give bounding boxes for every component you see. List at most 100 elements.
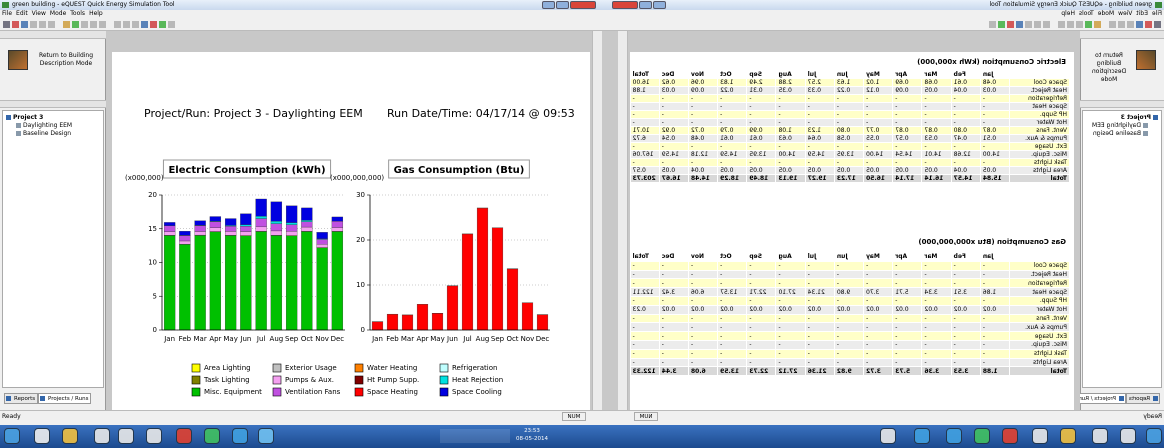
- toolbar-button[interactable]: [1094, 21, 1101, 28]
- taskbar-button[interactable]: [4, 428, 20, 444]
- tree-item[interactable]: Project 3: [13, 114, 44, 121]
- toolbar-button[interactable]: [123, 21, 130, 28]
- toolbar-button[interactable]: [1067, 21, 1074, 28]
- taskbar-button[interactable]: [1120, 428, 1136, 444]
- tab[interactable]: Projects / Runs: [1072, 393, 1126, 404]
- window-control[interactable]: [653, 1, 666, 9]
- value-cell: 0.02: [892, 305, 922, 315]
- scrollbar[interactable]: [618, 31, 628, 410]
- taskbar-button[interactable]: [94, 428, 110, 444]
- taskbar-button[interactable]: [176, 428, 192, 444]
- toolbar-button[interactable]: [39, 21, 46, 28]
- value-cell: -: [980, 110, 1010, 119]
- taskbar-button[interactable]: [146, 428, 162, 444]
- menu-item[interactable]: View: [31, 10, 46, 17]
- toolbar-button[interactable]: [132, 21, 139, 28]
- toolbar-button[interactable]: [63, 21, 70, 28]
- tree-item[interactable]: Project 3: [1120, 114, 1151, 121]
- toolbar-button[interactable]: [1109, 21, 1116, 28]
- toolbar-button[interactable]: [1016, 21, 1023, 28]
- tree-item[interactable]: Daylighting EEM: [23, 122, 73, 129]
- toolbar-button[interactable]: [989, 21, 996, 28]
- taskbar-button[interactable]: [946, 428, 962, 444]
- toolbar-button[interactable]: [150, 21, 157, 28]
- taskbar-button[interactable]: [258, 428, 274, 444]
- menu-item[interactable]: View: [1118, 10, 1133, 17]
- toolbar-button[interactable]: [1076, 21, 1083, 28]
- value-cell: -: [951, 278, 981, 288]
- taskbar-button[interactable]: [974, 428, 990, 444]
- toolbar-button[interactable]: [1127, 21, 1134, 28]
- tree-item[interactable]: Baseline Design: [23, 130, 72, 137]
- toolbar-button[interactable]: [1154, 21, 1161, 28]
- toolbar-button[interactable]: [1034, 21, 1041, 28]
- taskbar-button[interactable]: [1092, 428, 1108, 444]
- toolbar-button[interactable]: [1085, 21, 1092, 28]
- menu-item[interactable]: Edit: [16, 10, 28, 17]
- toolbar-button[interactable]: [1025, 21, 1032, 28]
- menu-item[interactable]: File: [2, 10, 13, 17]
- menu-item[interactable]: File: [1151, 10, 1162, 17]
- toolbar-button[interactable]: [99, 21, 106, 28]
- toolbar-button[interactable]: [998, 21, 1005, 28]
- menu-item[interactable]: Tools: [70, 10, 86, 17]
- value-cell: -: [717, 331, 747, 341]
- taskbar-button[interactable]: [914, 428, 930, 444]
- toolbar-button[interactable]: [1136, 21, 1143, 28]
- value-cell: 13.95: [834, 150, 864, 159]
- bar-segment: [270, 230, 283, 236]
- toolbar-button[interactable]: [48, 21, 55, 28]
- bar-segment: [285, 231, 298, 236]
- taskbar-button[interactable]: [118, 428, 134, 444]
- taskbar-button[interactable]: [62, 428, 78, 444]
- value-cell: 9.82: [834, 366, 864, 376]
- toolbar-button[interactable]: [3, 21, 10, 28]
- toolbar-button[interactable]: [1043, 21, 1050, 28]
- toolbar-button[interactable]: [1118, 21, 1125, 28]
- menu-item[interactable]: Tools: [1078, 10, 1094, 17]
- toolbar-button[interactable]: [30, 21, 37, 28]
- value-cell: 18.49: [746, 174, 776, 183]
- taskbar-button[interactable]: [880, 428, 896, 444]
- toolbar-button[interactable]: [21, 21, 28, 28]
- taskbar-button[interactable]: [232, 428, 248, 444]
- toolbar-button[interactable]: [1007, 21, 1014, 28]
- toolbar-button[interactable]: [81, 21, 88, 28]
- menu-item[interactable]: Mode: [49, 10, 67, 17]
- return-icon[interactable]: [1136, 50, 1156, 70]
- menu-item[interactable]: Help: [1061, 10, 1075, 17]
- toolbar-button[interactable]: [114, 21, 121, 28]
- taskbar-button[interactable]: [1002, 428, 1018, 444]
- return-icon[interactable]: [8, 50, 28, 70]
- window-control[interactable]: [570, 1, 596, 9]
- window-control[interactable]: [612, 1, 638, 9]
- tree-item[interactable]: Daylighting EEM: [1091, 122, 1141, 129]
- window-control[interactable]: [556, 1, 569, 9]
- toolbar-button[interactable]: [168, 21, 175, 28]
- tab[interactable]: Reports: [4, 393, 39, 404]
- bar-segment: [476, 207, 489, 331]
- toolbar-button[interactable]: [12, 21, 19, 28]
- taskbar-button[interactable]: [34, 428, 50, 444]
- toolbar-button[interactable]: [141, 21, 148, 28]
- taskbar-button[interactable]: [1146, 428, 1162, 444]
- taskbar-button[interactable]: [204, 428, 220, 444]
- menu-item[interactable]: Edit: [1136, 10, 1148, 17]
- scrollbar[interactable]: [592, 31, 602, 410]
- window-control[interactable]: [639, 1, 652, 9]
- toolbar-button[interactable]: [159, 21, 166, 28]
- taskbar-button[interactable]: [1060, 428, 1076, 444]
- return-button[interactable]: Return to Building Description Mode: [38, 52, 94, 67]
- menu-item[interactable]: Help: [89, 10, 103, 17]
- window-control[interactable]: [542, 1, 555, 9]
- toolbar-button[interactable]: [1058, 21, 1065, 28]
- tree-item[interactable]: Baseline Design: [1092, 130, 1141, 137]
- toolbar-button[interactable]: [72, 21, 79, 28]
- toolbar-button[interactable]: [90, 21, 97, 28]
- toolbar-button[interactable]: [1145, 21, 1152, 28]
- return-button[interactable]: Return to Building Description Mode: [1091, 52, 1127, 83]
- row-label: Ext. Usage: [1009, 331, 1070, 341]
- menu-item[interactable]: Mode: [1097, 10, 1115, 17]
- taskbar-button[interactable]: [1032, 428, 1048, 444]
- tab[interactable]: Projects / Runs: [38, 393, 92, 404]
